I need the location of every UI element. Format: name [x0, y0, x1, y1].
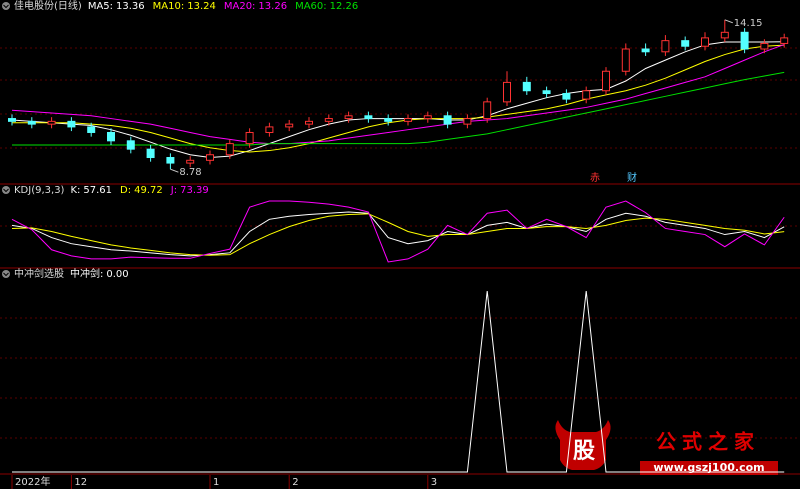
candle-body	[344, 115, 353, 120]
candle-body	[503, 81, 511, 103]
series-line	[11, 211, 785, 257]
candle-body	[641, 48, 650, 53]
candle-body	[720, 31, 729, 39]
watermark: 股 公式之家 www.gszj100.com	[555, 420, 778, 475]
candle-body	[305, 120, 313, 125]
legend-value: 0.00	[106, 269, 128, 280]
panel-icon	[2, 186, 10, 194]
legend-value: 13.26	[258, 1, 287, 12]
legend-name: K:	[70, 185, 80, 196]
candle-body	[166, 157, 175, 164]
series-line	[11, 213, 785, 256]
candle-body	[542, 90, 551, 95]
candle-body	[760, 42, 769, 50]
site-name: 公式之家	[656, 430, 760, 454]
series-line	[11, 41, 785, 159]
panel-title: 中冲剑选股	[14, 267, 64, 280]
legend-name: J:	[170, 185, 177, 196]
legend-value: 13.24	[187, 1, 216, 12]
candle-body	[8, 118, 16, 122]
panel-icon-arrow	[3, 272, 9, 277]
panel-icon-arrow	[3, 4, 9, 9]
series-line	[11, 44, 785, 145]
candle-body	[27, 120, 36, 125]
legend-name: D:	[120, 185, 131, 196]
legend-value: 13.36	[116, 1, 145, 12]
legend-value: 57.61	[83, 185, 112, 196]
candle-body	[67, 120, 76, 128]
x-tick-label: 1	[213, 477, 219, 488]
x-tick-label: 2022年	[15, 475, 50, 488]
candle-body	[701, 37, 709, 47]
low-pointer	[170, 168, 179, 173]
candle-body	[562, 93, 571, 100]
low-label: 8.78	[179, 167, 201, 178]
legend-name: MA10:	[153, 1, 185, 12]
candle-body	[87, 126, 96, 133]
logo-shape	[555, 420, 611, 470]
candle-body	[206, 154, 214, 161]
legend-value: 12.26	[330, 1, 359, 12]
dashed-grid	[0, 47, 800, 439]
candle-body	[384, 118, 393, 122]
legend-name: 中冲剑:	[70, 267, 103, 280]
candle-body	[522, 81, 531, 92]
x-tick-label: 3	[431, 477, 437, 488]
candle-body	[780, 37, 789, 44]
candle-body	[107, 131, 115, 142]
candle-body	[126, 140, 135, 150]
logo-text: 股	[573, 439, 595, 464]
candle-body	[245, 131, 254, 145]
series-line	[12, 290, 785, 473]
high-label: 14.15	[734, 18, 763, 29]
candle-body	[186, 159, 195, 164]
candle-body	[483, 101, 492, 120]
candle-body	[285, 123, 294, 128]
legend-name: MA60:	[295, 1, 327, 12]
candle-body	[404, 118, 412, 122]
panel-icon-arrow	[3, 188, 9, 193]
candle-body	[681, 40, 690, 47]
candle-body	[423, 115, 432, 120]
series-line	[12, 44, 785, 153]
candle-body	[443, 115, 452, 125]
candle-body	[661, 40, 670, 53]
series-line	[12, 71, 785, 146]
legend-value: 49.72	[134, 185, 163, 196]
candle-body	[265, 126, 274, 133]
candle-body	[582, 90, 591, 100]
candle-body	[621, 48, 630, 72]
panel-title: 佳电股份(日线)	[14, 0, 82, 12]
candle-body	[324, 118, 333, 122]
annotation: 赤	[590, 172, 600, 184]
panel-title: KDJ(9,3,3)	[14, 185, 65, 196]
x-tick-label: 2	[292, 477, 298, 488]
panel-icon	[2, 270, 10, 278]
panel-icon	[2, 2, 10, 10]
candle-body	[146, 148, 155, 159]
x-tick-label: 12	[74, 477, 87, 488]
legend-name: MA20:	[224, 1, 256, 12]
candle-body	[364, 115, 373, 120]
legend-name: MA5:	[88, 1, 113, 12]
candle-body	[47, 120, 56, 125]
series-line	[11, 200, 785, 263]
candle-body	[463, 118, 472, 125]
candle-body	[602, 70, 610, 92]
candle-body	[225, 143, 234, 156]
candle-body	[740, 31, 749, 50]
annotation: 财	[627, 171, 637, 184]
high-pointer	[724, 19, 733, 24]
site-url: www.gszj100.com	[653, 461, 764, 474]
legend-value: 73.39	[180, 185, 209, 196]
